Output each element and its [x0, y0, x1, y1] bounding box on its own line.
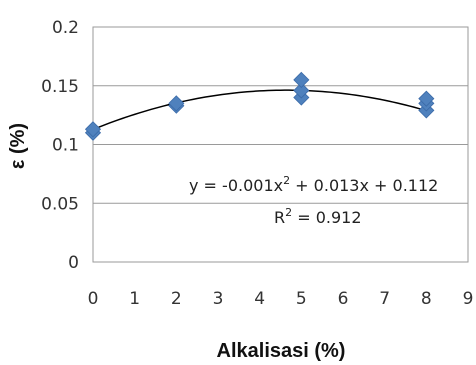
y-tick-labels: 0 0.05 0.1 0.15 0.2 — [41, 18, 79, 273]
plot-area — [92, 26, 469, 263]
y-tick-label: 0.2 — [52, 18, 79, 38]
y-tick-label: 0 — [68, 253, 79, 273]
x-tick-label: 7 — [379, 289, 390, 309]
data-point — [168, 95, 185, 112]
y-axis-label: ε (%) — [7, 123, 29, 169]
x-tick-label: 2 — [171, 289, 182, 309]
data-point — [418, 90, 435, 107]
data-points — [84, 71, 435, 141]
y-tick-label: 0.05 — [41, 194, 79, 214]
trendline-equation: y = -0.001x2 + 0.013x + 0.112 — [189, 174, 438, 195]
x-tick-label: 3 — [213, 289, 224, 309]
x-tick-label: 8 — [421, 289, 432, 309]
x-tick-labels: 0 1 2 3 4 5 6 7 8 9 — [88, 289, 474, 309]
x-tick-label: 1 — [129, 289, 140, 309]
data-point — [293, 82, 310, 99]
r-squared-label: R2 = 0.912 — [274, 206, 362, 227]
x-tick-label: 9 — [463, 289, 474, 309]
y-tick-label: 0.15 — [41, 77, 79, 97]
y-tick-label: 0.1 — [52, 136, 79, 156]
x-tick-label: 0 — [88, 289, 99, 309]
x-tick-label: 6 — [338, 289, 349, 309]
x-tick-label: 4 — [254, 289, 265, 309]
x-axis-label: Alkalisasi (%) — [217, 340, 346, 362]
data-point — [84, 121, 102, 138]
x-tick-label: 5 — [296, 289, 307, 309]
data-point — [293, 71, 310, 88]
trendline — [92, 89, 427, 131]
